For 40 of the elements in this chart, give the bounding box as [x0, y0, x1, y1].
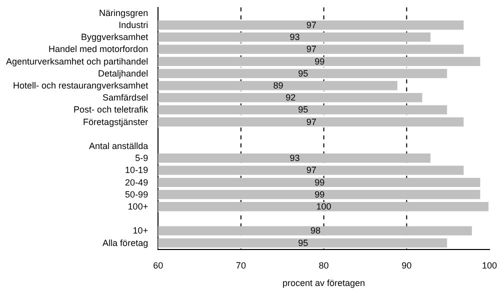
y-tick-label: Industri	[118, 20, 148, 30]
y-tick-label: Post- och teletrafik	[74, 104, 149, 115]
x-tick-label: 90	[402, 260, 412, 270]
y-tick-label: Antal anställda	[89, 141, 148, 152]
y-tick-label: Handel med motorfordon	[48, 44, 148, 54]
y-tick-label: 50-99	[125, 189, 148, 200]
x-tick-label: 60	[153, 260, 164, 270]
data-label: 97	[306, 116, 316, 127]
x-tick-label: 80	[318, 260, 329, 270]
y-tick-label: 10-19	[125, 165, 148, 176]
data-label: 95	[298, 68, 308, 78]
data-label: 99	[314, 177, 325, 188]
x-tick-label: 100	[482, 260, 498, 270]
y-tick-label: Samfärdsel	[102, 92, 148, 103]
data-label: 93	[290, 153, 300, 164]
y-tick-label: Byggverksamhet	[81, 32, 149, 42]
y-tick-label: Alla företag	[102, 238, 148, 248]
y-tick-label: 20-49	[125, 177, 148, 188]
data-label: 100	[316, 202, 332, 212]
y-tick-label: 5-9	[135, 153, 148, 164]
data-label: 95	[298, 238, 308, 248]
data-label: 93	[290, 32, 300, 42]
data-label: 89	[273, 80, 284, 91]
data-label: 97	[306, 20, 316, 30]
data-label: 98	[310, 226, 321, 236]
y-tick-label: Näringsgren	[99, 8, 148, 18]
y-tick-label: Företagstjänster	[83, 116, 148, 127]
y-tick-label: Detaljhandel	[98, 68, 148, 78]
data-label: 97	[306, 165, 316, 176]
y-tick-label: 10+	[132, 226, 148, 236]
y-tick-label: 100+	[128, 202, 148, 212]
x-axis-title: procent av företagen	[282, 278, 366, 288]
data-label: 99	[314, 56, 325, 66]
data-label: 97	[306, 44, 316, 54]
data-label: 92	[286, 92, 296, 103]
data-label: 99	[314, 189, 325, 200]
data-label: 95	[298, 104, 308, 115]
y-tick-label: Hotell- och restaurangverksamhet	[13, 80, 149, 91]
x-tick-label: 70	[236, 260, 246, 270]
y-tick-label: Agenturverksamhet och partihandel	[6, 56, 148, 66]
